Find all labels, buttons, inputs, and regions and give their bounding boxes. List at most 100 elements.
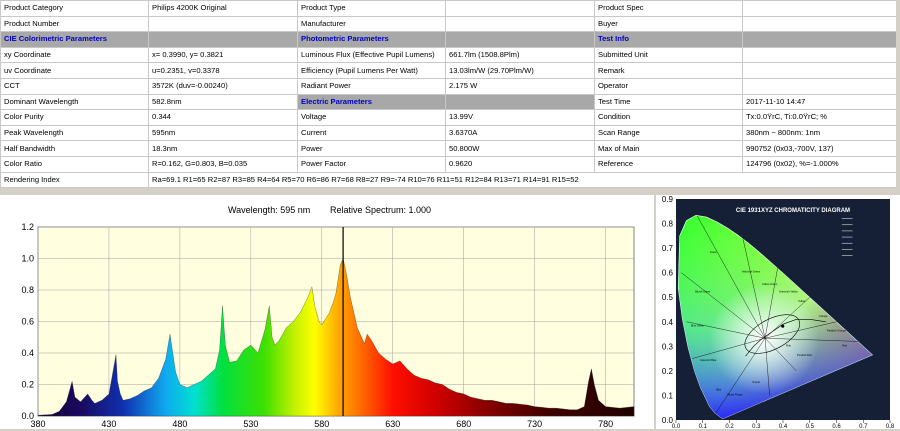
table-cell[interactable]: Dominant Wavelength [0,93,149,111]
table-cell[interactable]: CIE Colorimetric Parameters [0,31,149,48]
cie-x-tick-label: 0.0 [672,424,681,429]
table-cell[interactable]: 582.8nm [148,93,298,111]
table-cell[interactable]: Tx:0.0ŸrC, Ti:0.0ŸrC; % [742,109,897,126]
table-cell[interactable]: 18.3nm [148,140,298,157]
table-cell[interactable]: 0.344 [148,109,298,126]
table-cell[interactable]: 13.03lm/W (29.70Plm/W) [445,62,595,79]
cie-region-label: Reddish Orange [827,329,846,333]
table-cell[interactable]: Manufacturer [297,15,446,33]
table-cell[interactable]: 2.175 W [445,77,595,95]
cie-y-tick-label: 0.4 [662,318,674,327]
table-cell[interactable]: Submitted Unit [594,46,743,64]
table-cell[interactable]: 124796 (0x02), %=-1.000% [742,155,897,173]
table-cell[interactable]: Current [297,124,446,142]
table-cell[interactable]: u=0.2351, v=0.3378 [148,62,298,79]
table-cell[interactable] [742,46,897,64]
table-cell[interactable]: Product Number [0,15,149,33]
splitter[interactable] [0,190,900,195]
x-tick-label: 530 [243,419,258,429]
table-cell[interactable]: Half Bandwidth [0,140,149,157]
table-cell[interactable]: Voltage [297,109,446,126]
table-cell[interactable]: Power [297,140,446,157]
table-cell[interactable]: x= 0.3990, y= 0.3821 [148,46,298,64]
table-cell[interactable]: 380nm ~ 800nm: 1nm [742,124,897,142]
table-cell[interactable] [445,93,595,111]
table-cell[interactable]: Efficiency (Pupil Lumens Per Watt) [297,62,446,79]
table-cell[interactable]: 661.7lm (1508.8Plm) [445,46,595,64]
table-cell[interactable]: Condition [594,109,743,126]
table-cell[interactable]: 3572K (duv=-0.00240) [148,77,298,95]
cie-x-tick-label: 0.1 [699,424,708,429]
table-cell[interactable]: Photometric Parameters [297,31,446,48]
table-cell[interactable]: Test Time [594,93,743,111]
table-cell[interactable]: Color Ratio [0,155,149,173]
cie-x-tick-label: 0.4 [779,424,788,429]
table-cell[interactable] [148,31,298,48]
table-cell[interactable]: 3.6370A [445,124,595,142]
table-cell[interactable]: Test Info [594,31,743,48]
y-tick-label: 0.6 [21,317,34,327]
region-boundary-line [764,267,778,339]
table-cell[interactable]: Reference [594,155,743,173]
table-cell[interactable]: Color Purity [0,109,149,126]
table-row-half-bandwidth: Half Bandwidth 18.3nm Power 50.800W Max of M… [0,140,897,157]
cie-x-tick-label: 0.6 [832,424,841,429]
table-cell[interactable]: Scan Range [594,124,743,142]
table-cell[interactable] [742,77,897,95]
table-row-peak-wavelength: Peak Wavelength 595nm Current 3.6370A Scan R… [0,124,897,142]
table-cell[interactable]: 0.9620 [445,155,595,173]
table-cell[interactable] [445,31,595,48]
table-cell[interactable]: Ra=69.1 R1=65 R2=87 R3=85 R4=64 R5=70 R6… [148,171,897,189]
table-cell[interactable]: Buyer [594,15,743,33]
table-cell[interactable] [445,0,595,17]
table-cell[interactable] [742,0,897,17]
table-cell[interactable]: Philips 4200K Original [148,0,298,17]
cie-region-label: Purple [753,380,761,384]
cie-region-label: Bluish Green [695,289,711,293]
x-tick-label: 630 [385,419,400,429]
table-cell[interactable]: Power Factor [297,155,446,173]
x-tick-label: 730 [527,419,542,429]
table-cell[interactable]: R=0.162, G=0.803, B=0.035 [148,155,298,173]
table-cell[interactable]: 990752 (0x03,-700V, 137) [742,140,897,157]
table-row-dominant-wavelength: Dominant Wavelength 582.8nm Electric Param… [0,93,897,111]
y-tick-label: 0.2 [21,380,34,390]
table-cell[interactable]: Remark [594,62,743,79]
cie-y-tick-label: 0.7 [662,244,674,253]
table-cell[interactable] [148,15,298,33]
y-tick-label: 0.0 [21,411,34,421]
cie-region-label: Bluish Purple [727,392,743,396]
table-cell[interactable]: Product Type [297,0,446,17]
table-cell[interactable]: 50.800W [445,140,595,157]
table-cell[interactable] [742,62,897,79]
table-cell[interactable] [742,31,897,48]
table-cell[interactable]: CCT [0,77,149,95]
region-boundary-line [764,338,770,396]
table-cell[interactable]: Max of Main [594,140,743,157]
table-cell[interactable]: 595nm [148,124,298,142]
table-cell[interactable]: uv Coordinate [0,62,149,79]
table-cell[interactable]: xy Coordinate [0,46,149,64]
table-cell[interactable]: Product Spec [594,0,743,17]
cie-y-tick-label: 0.6 [662,269,674,278]
table-cell[interactable]: Peak Wavelength [0,124,149,142]
cie-x-tick-label: 0.8 [886,424,895,429]
table-cell[interactable]: 13.99V [445,109,595,126]
y-tick-label: 1.2 [21,222,34,232]
table-cell[interactable]: Luminous Flux (Effective Pupil Lumens) [297,46,446,64]
spectrum-area [37,258,635,417]
table-cell[interactable]: Operator [594,77,743,95]
table-cell[interactable]: Rendering Index [0,171,149,189]
table-cell[interactable]: Radiant Power [297,77,446,95]
table-row-product-number: Product Number Manufacturer Buyer [0,15,897,33]
table-cell[interactable] [445,15,595,33]
cie-y-tick-label: 0.1 [662,391,674,400]
table-cell[interactable]: 2017-11-10 14:47 [742,93,897,111]
table-cell[interactable] [742,15,897,33]
vertical-scrollbar[interactable] [896,0,900,195]
table-cell[interactable]: Product Category [0,0,149,17]
y-tick-label: 0.4 [21,348,34,358]
table-row-cct: CCT 3572K (duv=-0.00240) Radiant Power 2.17… [0,77,897,95]
table-cell[interactable]: Electric Parameters [297,93,446,111]
region-boundary-line [764,338,797,372]
